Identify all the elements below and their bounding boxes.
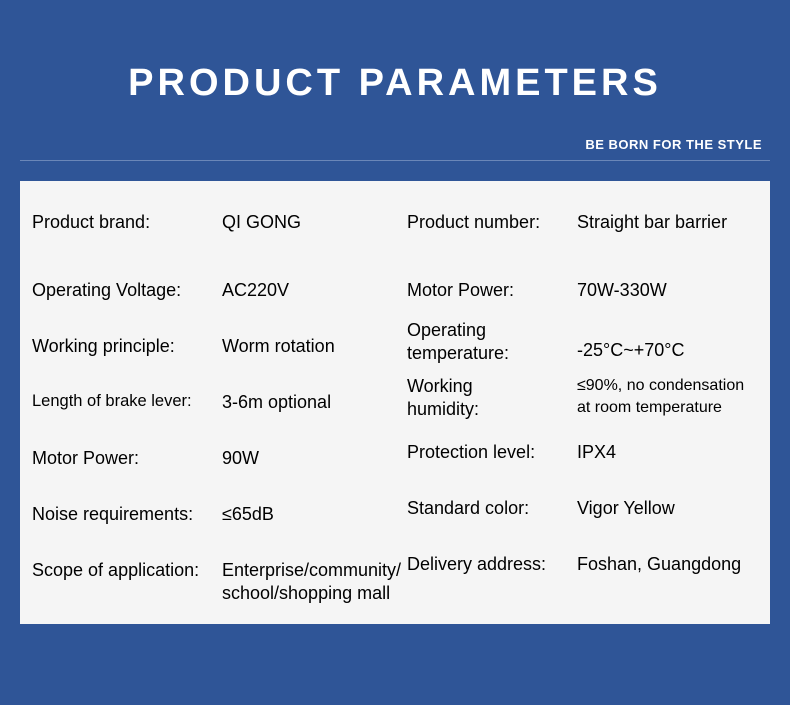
page-subtitle: BE BORN FOR THE STYLE [20, 137, 770, 152]
param-label: Noise requirements: [32, 501, 222, 526]
param-label: Protection level: [407, 439, 577, 464]
param-value: Enterprise/community/ school/shopping ma… [222, 557, 401, 604]
param-row: Product number: Straight bar barrier [407, 209, 760, 265]
param-row: Working humidity: ≤90%, no condensation … [407, 373, 760, 439]
param-value: IPX4 [577, 439, 760, 464]
param-row: Standard color: Vigor Yellow [407, 495, 760, 551]
page-title: PRODUCT PARAMETERS [20, 0, 770, 105]
param-label: Operating Voltage: [32, 277, 222, 302]
param-row: Delivery address: Foshan, Guangdong [407, 551, 760, 607]
param-label: Working principle: [32, 333, 222, 358]
header-divider [20, 160, 770, 161]
param-value: Worm rotation [222, 333, 385, 358]
param-row: Working principle: Worm rotation [32, 333, 385, 389]
param-value: ≤90%, no condensation at room temperatur… [577, 373, 760, 418]
parameters-panel: Product brand: QI GONG Operating Voltage… [20, 181, 770, 624]
param-value: QI GONG [222, 209, 385, 234]
param-label: Scope of application: [32, 557, 222, 582]
param-value: 3-6m optional [222, 389, 385, 414]
param-row: Protection level: IPX4 [407, 439, 760, 495]
param-label: Operating temperature: [407, 317, 577, 364]
param-label: Delivery address: [407, 551, 577, 576]
param-label: Working humidity: [407, 373, 577, 420]
param-label: Product number: [407, 209, 577, 234]
param-row: Product brand: QI GONG [32, 209, 385, 265]
param-row: Operating Voltage: AC220V [32, 277, 385, 333]
param-value: Foshan, Guangdong [577, 551, 760, 576]
param-value: Straight bar barrier [577, 209, 760, 234]
param-row: Length of brake lever: 3-6m optional [32, 389, 385, 445]
param-row: Noise requirements: ≤65dB [32, 501, 385, 557]
param-label: Product brand: [32, 209, 222, 234]
param-value: 70W-330W [577, 277, 760, 302]
param-value: AC220V [222, 277, 385, 302]
param-value: 90W [222, 445, 385, 470]
param-row: Motor Power: 70W-330W [407, 277, 760, 317]
param-label: Standard color: [407, 495, 577, 520]
param-value: ≤65dB [222, 501, 385, 526]
param-value: Vigor Yellow [577, 495, 760, 520]
param-row: Operating temperature: -25°C~+70°C [407, 317, 760, 373]
param-label: Length of brake lever: [32, 389, 222, 412]
param-label: Motor Power: [407, 277, 577, 302]
page-container: PRODUCT PARAMETERS BE BORN FOR THE STYLE… [0, 0, 790, 705]
param-row: Scope of application: Enterprise/communi… [32, 557, 385, 623]
param-label: Motor Power: [32, 445, 222, 470]
param-row: Motor Power: 90W [32, 445, 385, 501]
parameters-column-right: Product number: Straight bar barrier Mot… [395, 209, 770, 604]
parameters-column-left: Product brand: QI GONG Operating Voltage… [20, 209, 395, 604]
param-value: -25°C~+70°C [577, 317, 760, 362]
parameters-columns: Product brand: QI GONG Operating Voltage… [20, 209, 770, 604]
